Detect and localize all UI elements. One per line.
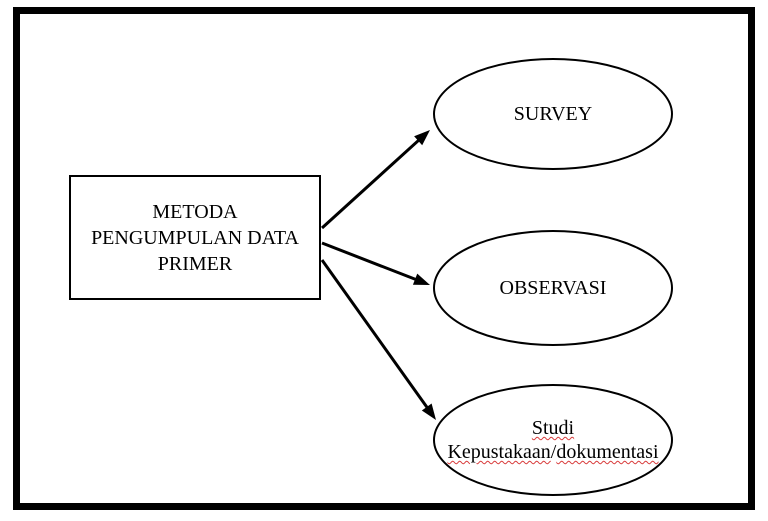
- source-box-label: METODAPENGUMPULAN DATAPRIMER: [91, 199, 299, 277]
- source-box: METODAPENGUMPULAN DATAPRIMER: [69, 175, 321, 300]
- diagram-canvas: METODAPENGUMPULAN DATAPRIMER SURVEY OBSER…: [0, 0, 768, 521]
- ellipse-node-studi: Studi Kepustakaan/dokumentasi: [433, 384, 673, 496]
- ellipse-label-studi: Studi Kepustakaan/dokumentasi: [433, 416, 673, 464]
- ellipse-label-survey: SURVEY: [504, 102, 602, 126]
- ellipse-label-observasi: OBSERVASI: [490, 276, 617, 300]
- ellipse-node-survey: SURVEY: [433, 58, 673, 170]
- ellipse-node-observasi: OBSERVASI: [433, 230, 673, 346]
